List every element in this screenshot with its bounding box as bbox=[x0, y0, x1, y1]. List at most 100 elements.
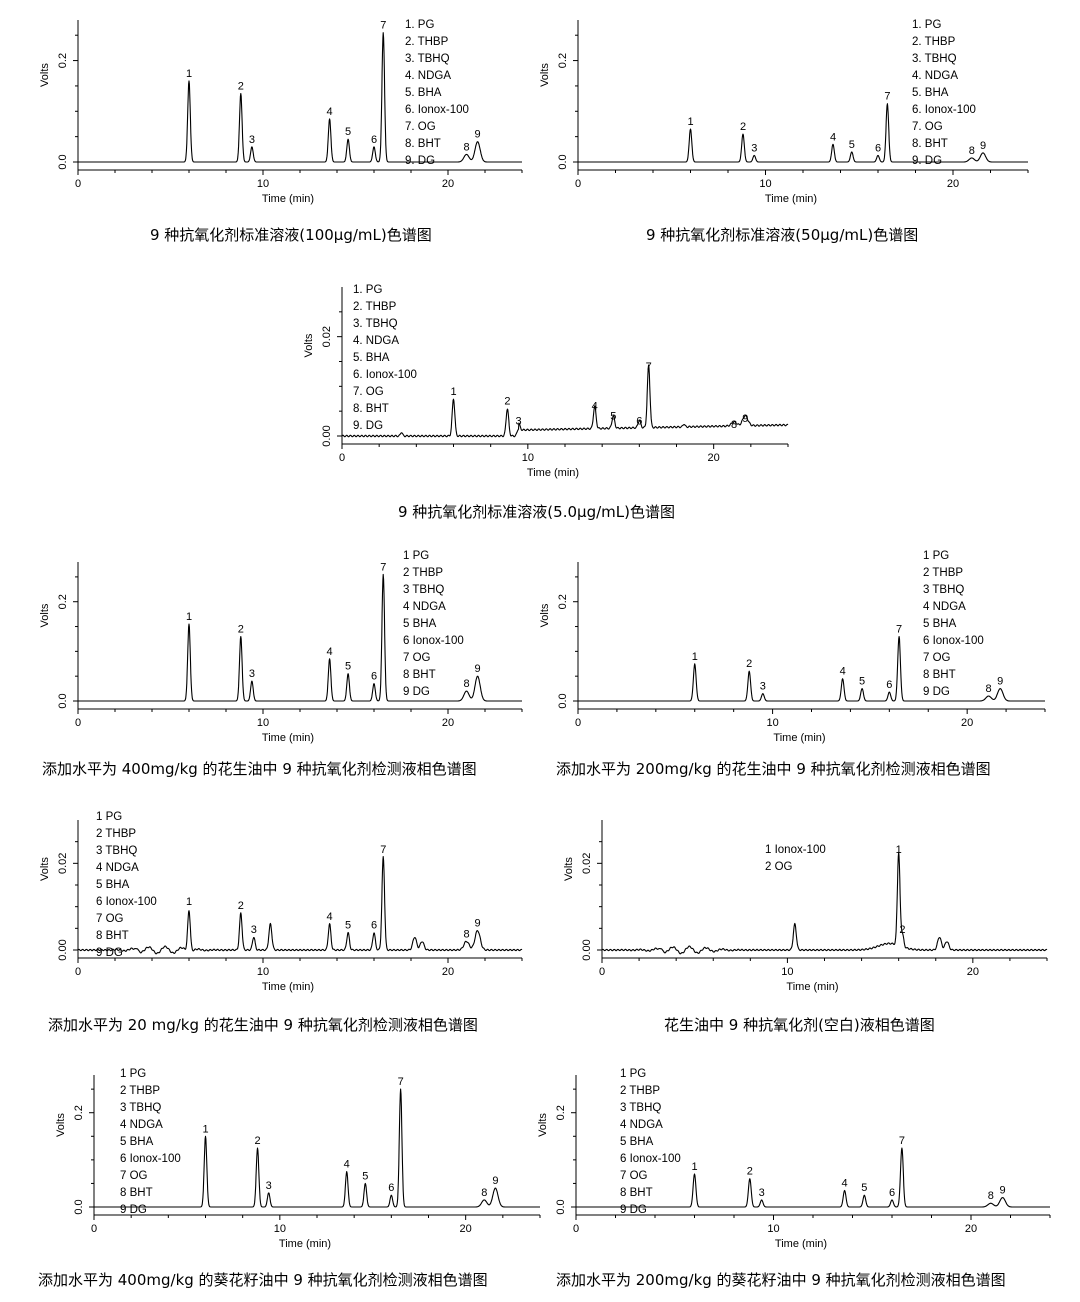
legend-entry: 8 BHT bbox=[620, 1187, 653, 1199]
peak-label: 2 bbox=[254, 1135, 260, 1147]
legend-entry: 8. BHT bbox=[353, 403, 389, 415]
peak-label: 4 bbox=[327, 911, 333, 923]
peak-label: 2 bbox=[899, 924, 905, 936]
legend-entry: 5 BHA bbox=[923, 618, 957, 630]
x-tick-label: 20 bbox=[442, 717, 454, 729]
legend-entry: 7 OG bbox=[923, 652, 951, 664]
legend-entry: 5 BHA bbox=[620, 1136, 654, 1148]
legend-entry: 7. OG bbox=[912, 121, 943, 133]
legend-entry: 1 PG bbox=[120, 1068, 146, 1080]
peak-label: 1 bbox=[202, 1123, 208, 1135]
peak-label: 1 bbox=[450, 386, 456, 398]
legend-entry: 2. THBP bbox=[353, 301, 397, 313]
y-tick-label: 0.0 bbox=[57, 154, 69, 169]
chromatogram-trace bbox=[575, 1147, 1051, 1208]
peak-label: 8 bbox=[988, 1190, 994, 1202]
panel-caption: 9 种抗氧化剂标准溶液(100μg/mL)色谱图 bbox=[150, 226, 432, 244]
legend-entry: 1 PG bbox=[620, 1068, 646, 1080]
x-tick-label: 20 bbox=[442, 966, 454, 978]
peak-label: 3 bbox=[759, 1187, 765, 1199]
peak-label: 9 bbox=[1000, 1185, 1006, 1197]
legend-entry: 2 THBP bbox=[120, 1085, 160, 1097]
peak-label: 1 bbox=[691, 1161, 697, 1173]
legend-entry: 4 NDGA bbox=[403, 601, 446, 613]
chromatogram-panel-4: 0 10 20 0.0 0.2 Volts Time (min) 1 2 3 4 5 6 7 8 9 1 PG 2… bbox=[0, 535, 540, 785]
legend-entry: 5. BHA bbox=[912, 87, 949, 99]
x-tick-label: 0 bbox=[75, 178, 81, 190]
chromatogram-panel-7: 0 10 20 0.00 0.02 Volts Time (min) 1 2 1 Ionox-10… bbox=[540, 800, 1080, 1040]
y-tick-label: 0.00 bbox=[321, 425, 333, 446]
x-tick-label: 20 bbox=[708, 452, 720, 464]
peak-label: 3 bbox=[266, 1180, 272, 1192]
peak-label: 7 bbox=[380, 844, 386, 856]
x-axis-title: Time (min) bbox=[765, 193, 817, 205]
peak-label: 9 bbox=[742, 413, 748, 425]
x-tick-label: 20 bbox=[965, 1223, 977, 1235]
peak-label: 8 bbox=[463, 141, 469, 153]
peak-label: 8 bbox=[463, 928, 469, 940]
x-axis-title: Time (min) bbox=[262, 732, 314, 744]
legend-entry: 4. NDGA bbox=[405, 70, 451, 82]
legend-entry: 7. OG bbox=[353, 386, 384, 398]
chromatogram-trace bbox=[77, 32, 523, 163]
y-axis-title: Volts bbox=[39, 63, 51, 87]
peak-label: 7 bbox=[380, 20, 386, 32]
panel-caption: 花生油中 9 种抗氧化剂(空白)液相色谱图 bbox=[664, 1016, 935, 1034]
y-tick-label: 0.0 bbox=[73, 1199, 85, 1214]
peak-label: 7 bbox=[884, 91, 890, 103]
legend-entry: 5. BHA bbox=[353, 352, 390, 364]
legend-entry: 2 THBP bbox=[403, 567, 443, 579]
peak-label: 4 bbox=[327, 646, 333, 658]
peak-label: 2 bbox=[238, 900, 244, 912]
x-axis-title: Time (min) bbox=[262, 193, 314, 205]
legend-entry: 9 DG bbox=[403, 686, 430, 698]
x-tick-label: 10 bbox=[767, 1223, 779, 1235]
x-tick-label: 10 bbox=[274, 1223, 286, 1235]
x-tick-label: 0 bbox=[91, 1223, 97, 1235]
legend-entry: 6 Ionox-100 bbox=[403, 635, 464, 647]
peak-label: 4 bbox=[842, 1178, 848, 1190]
peak-label: 7 bbox=[899, 1135, 905, 1147]
peak-label: 7 bbox=[646, 361, 652, 373]
peak-label: 7 bbox=[380, 561, 386, 573]
peak-label: 6 bbox=[371, 134, 377, 146]
chromatogram-panel-6: 0 10 20 0.00 0.02 Volts Time (min) 1 2 3 4 5 6 7 8 9 1 P… bbox=[0, 800, 540, 1040]
peak-label: 9 bbox=[475, 663, 481, 675]
x-tick-label: 0 bbox=[339, 452, 345, 464]
x-tick-label: 10 bbox=[781, 966, 793, 978]
legend-entry: 3 TBHQ bbox=[120, 1102, 161, 1114]
legend-entry: 8. BHT bbox=[912, 138, 948, 150]
chromatogram-trace bbox=[77, 573, 523, 702]
peak-label: 4 bbox=[327, 106, 333, 118]
peak-label: 1 bbox=[687, 116, 693, 128]
legend-entry: 6. Ionox-100 bbox=[912, 104, 976, 116]
legend-entry: 7. OG bbox=[405, 121, 436, 133]
panel-caption: 添加水平为 20 mg/kg 的花生油中 9 种抗氧化剂检测液相色谱图 bbox=[48, 1016, 478, 1034]
panel-caption: 添加水平为 400mg/kg 的葵花籽油中 9 种抗氧化剂检测液相色谱图 bbox=[38, 1271, 488, 1289]
legend-entry: 3. TBHQ bbox=[353, 318, 398, 330]
peak-label: 4 bbox=[344, 1159, 350, 1171]
legend-entry: 4 NDGA bbox=[120, 1119, 163, 1131]
panel-caption: 添加水平为 400mg/kg 的花生油中 9 种抗氧化剂检测液相色谱图 bbox=[42, 760, 477, 778]
legend-entry: 4. NDGA bbox=[912, 70, 958, 82]
x-tick-label: 20 bbox=[947, 178, 959, 190]
legend-entry: 9 DG bbox=[96, 947, 123, 959]
legend-entry: 2 THBP bbox=[620, 1085, 660, 1097]
peak-label: 7 bbox=[896, 623, 902, 635]
x-tick-label: 10 bbox=[766, 717, 778, 729]
legend-entry: 8 BHT bbox=[96, 930, 129, 942]
legend-entry: 3 TBHQ bbox=[923, 584, 964, 596]
legend-entry: 6. Ionox-100 bbox=[405, 104, 469, 116]
legend-entry: 3 TBHQ bbox=[96, 845, 137, 857]
legend-entry: 9 DG bbox=[120, 1204, 147, 1216]
legend-entry: 7 OG bbox=[403, 652, 431, 664]
peak-label: 6 bbox=[636, 416, 642, 428]
x-tick-label: 0 bbox=[75, 717, 81, 729]
legend-entry: 5 BHA bbox=[403, 618, 437, 630]
legend-entry: 3. TBHQ bbox=[405, 53, 450, 65]
